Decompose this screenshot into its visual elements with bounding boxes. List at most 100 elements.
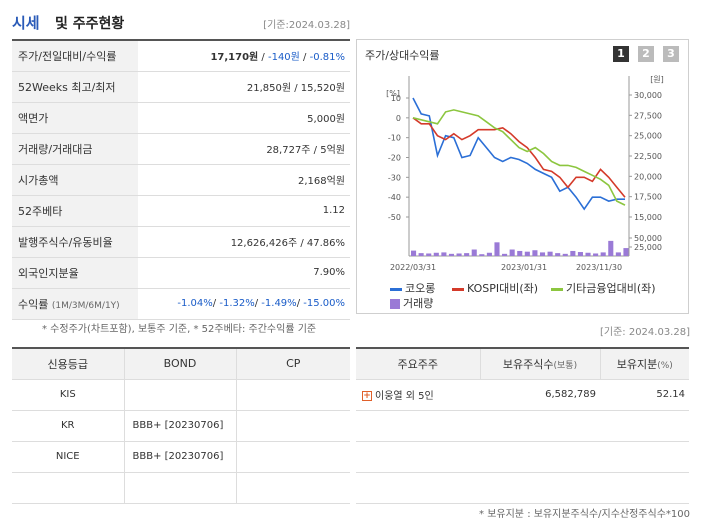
legend-item-kospi: KOSPI대비(좌): [452, 280, 538, 296]
volume-bar: [524, 251, 530, 256]
series-line-1: [412, 117, 626, 198]
quote-table: 주가/전일대비/수익률 17,170원 / -140원 / -0.81% 52Wee…: [12, 39, 350, 320]
shareholder-table: 주요주주 보유주식수(보통) 보유지분(%) + 이웅열 외 5인 6,582,78…: [356, 347, 689, 504]
table-cell: [480, 472, 600, 504]
chart-panel: 주가/상대수익률 1 2 3 [%] [원] 10 0 -10 -20 -30 -40 -50 3…: [356, 39, 689, 314]
volume-bar: [623, 248, 629, 256]
legend-item-volume: 거래량: [390, 295, 433, 311]
section-title-rest: 및 주주현황: [55, 16, 125, 32]
quote-row-label: 시가총액: [12, 164, 138, 195]
price-chart: [%] [원] 10 0 -10 -20 -30 -40 -50 30,000 27,500 25,0…: [386, 75, 664, 272]
volume-bar: [448, 253, 455, 256]
table-row: [356, 472, 689, 504]
chart-title: 주가/상대수익률: [365, 49, 440, 62]
x-tick-label: 2023/01/31: [501, 263, 547, 272]
quote-row: 주가/전일대비/수익률 17,170원 / -140원 / -0.81%: [12, 40, 350, 71]
quote-row: 거래량/거래대금 28,727주 / 5억원: [12, 133, 350, 164]
volume-bar: [456, 253, 462, 256]
y-right-tick-label: 30,000: [634, 91, 662, 100]
table-row: KR BBB+ [20230706]: [12, 410, 350, 442]
volume-bar: [486, 252, 492, 256]
col-header-rating: 신용등급: [12, 348, 125, 380]
chart-page-3-button[interactable]: 3: [663, 46, 679, 62]
quote-row-value: 17,170원 / -140원 / -0.81%: [210, 52, 345, 64]
quote-row-value: 2,168억원: [297, 176, 345, 187]
quote-row-value: 7.90%: [313, 267, 345, 278]
col-header-stake: 보유지분(%): [599, 348, 689, 380]
quote-row: 액면가 5,000원: [12, 102, 350, 133]
series-line-0: [412, 97, 625, 211]
y-left-tick-label: 10: [391, 94, 401, 103]
quote-row-label: 52Weeks 최고/최저: [12, 71, 138, 102]
y-left-tick-label: -50: [388, 213, 401, 222]
volume-bar: [418, 253, 424, 256]
x-tick-label: 2023/11/30: [576, 263, 622, 272]
bar-tick-label: 50,000: [634, 234, 662, 243]
y-left-tick-label: 0: [396, 114, 401, 123]
volume-bar: [479, 254, 485, 256]
table-cell: [480, 441, 600, 473]
table-cell: [480, 410, 600, 442]
table-row: [12, 472, 350, 504]
credit-rating-table: 신용등급 BOND CP KIS KR BBB+ [20230706] NICE BBB…: [12, 347, 350, 504]
quote-row-value: 21,850원 / 15,520원: [246, 83, 345, 94]
table-cell: NICE: [12, 441, 125, 473]
quote-footnote: * 수정주가(차트포함), 보통주 기준, * 52주베타: 주간수익률 기준: [42, 324, 317, 335]
chart-page-1-button[interactable]: 1: [613, 46, 629, 62]
quote-row-value: 12,626,426주 / 47.86%: [230, 238, 345, 249]
quote-row-label: 주가/전일대비/수익률: [12, 40, 138, 71]
table-cell: BBB+ [20230706]: [124, 441, 237, 473]
y-right-unit: [원]: [650, 75, 664, 84]
y-right-tick-label: 22,500: [634, 152, 662, 161]
table-cell: [600, 472, 689, 504]
table-row: NICE BBB+ [20230706]: [12, 441, 350, 473]
series-line-2: [412, 109, 626, 206]
volume-bar: [517, 250, 523, 256]
section-title-main: 시세: [12, 14, 40, 32]
volume-bar: [502, 253, 508, 256]
bar-tick-label: 25,000: [634, 243, 662, 252]
y-left-tick-label: -20: [388, 154, 401, 163]
quote-row: 수익률 (1M/3M/6M/1Y) -1.04%/ -1.32%/ -1.49%/…: [12, 288, 350, 319]
y-right-tick-label: 17,500: [634, 193, 662, 202]
col-header-cp: CP: [236, 348, 350, 380]
table-cell: [124, 379, 237, 411]
quote-row-value: -1.04%/ -1.32%/ -1.49%/ -15.00%: [177, 298, 345, 309]
col-header-bond: BOND: [124, 348, 237, 380]
x-tick-label: 2022/03/31: [390, 263, 436, 272]
quote-row: 외국인지분율 7.90%: [12, 257, 350, 288]
y-right-tick-label: 20,000: [634, 172, 662, 181]
legend-swatch-icon: [452, 287, 464, 291]
volume-bar: [577, 252, 583, 256]
holder-footnote: * 보유지분 : 보유지분주식수/지수산정주식수*100: [479, 509, 690, 520]
table-row: + 이웅열 외 5인 6,582,789 52.14: [356, 379, 689, 411]
volume-bar: [433, 252, 439, 256]
legend-item-finance: 기타금융업대비(좌): [551, 280, 656, 296]
table-cell: [236, 379, 350, 411]
volume-bar: [608, 240, 614, 256]
chart-page-2-button[interactable]: 2: [638, 46, 654, 62]
quote-row-value: 1.12: [322, 205, 345, 216]
table-row: [356, 410, 689, 442]
base-date-2: [기준: 2024.03.28]: [599, 327, 690, 338]
y-left-tick-label: -30: [388, 173, 401, 182]
table-cell: [600, 441, 689, 473]
quote-row-label: 외국인지분율: [12, 257, 138, 288]
table-cell: [600, 410, 689, 442]
y-left-unit: [%]: [386, 89, 400, 98]
plus-box-icon[interactable]: +: [362, 391, 372, 401]
legend-swatch-icon: [551, 287, 563, 291]
volume-bar: [494, 242, 500, 256]
col-header-shares: 보유주식수(보통): [479, 348, 600, 380]
volume-bar: [547, 251, 553, 256]
table-cell: BBB+ [20230706]: [124, 410, 237, 442]
col-header-holder: 주요주주: [356, 348, 480, 380]
legend-item-kolon: 코오롱: [390, 280, 435, 296]
volume-bar: [411, 250, 417, 256]
quote-row: 발행주식수/유동비율 12,626,426주 / 47.86%: [12, 226, 350, 257]
volume-bar: [615, 252, 621, 256]
quote-row-label: 액면가: [12, 102, 138, 133]
quote-row: 시가총액 2,168억원: [12, 164, 350, 195]
y-right-tick-label: 25,000: [634, 132, 662, 141]
table-cell: [124, 472, 237, 504]
